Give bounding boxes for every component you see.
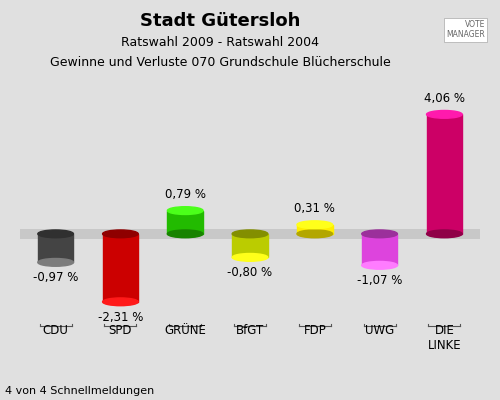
Ellipse shape <box>362 230 398 238</box>
Text: 0,79 %: 0,79 % <box>164 188 205 201</box>
Text: 4,06 %: 4,06 % <box>424 92 465 105</box>
Ellipse shape <box>38 230 74 238</box>
Bar <box>20 228 480 239</box>
Ellipse shape <box>232 230 268 238</box>
Ellipse shape <box>426 110 462 118</box>
Text: VOTE
MANAGER: VOTE MANAGER <box>446 20 485 39</box>
Bar <box>168 210 203 234</box>
Text: Gewinne und Verluste 070 Grundschule Blücherschule: Gewinne und Verluste 070 Grundschule Blü… <box>50 56 390 69</box>
Ellipse shape <box>232 254 268 261</box>
Bar <box>297 225 332 234</box>
Ellipse shape <box>168 207 203 214</box>
Text: DIE
LINKE: DIE LINKE <box>428 324 461 352</box>
Text: BfGT: BfGT <box>236 324 264 336</box>
Ellipse shape <box>168 230 203 238</box>
Text: SPD: SPD <box>108 324 132 336</box>
Bar <box>232 234 268 257</box>
Bar <box>38 234 74 262</box>
Bar <box>362 234 398 265</box>
Text: 0,31 %: 0,31 % <box>294 202 335 215</box>
Text: CDU: CDU <box>42 324 68 336</box>
Text: -0,80 %: -0,80 % <box>228 266 272 279</box>
Bar <box>426 114 462 234</box>
Ellipse shape <box>102 230 138 238</box>
Ellipse shape <box>426 230 462 238</box>
Text: 4 von 4 Schnellmeldungen: 4 von 4 Schnellmeldungen <box>5 386 154 396</box>
Text: FDP: FDP <box>304 324 326 336</box>
Text: Ratswahl 2009 - Ratswahl 2004: Ratswahl 2009 - Ratswahl 2004 <box>121 36 319 49</box>
Ellipse shape <box>362 262 398 269</box>
Text: UWG: UWG <box>365 324 394 336</box>
Text: -1,07 %: -1,07 % <box>357 274 403 287</box>
Bar <box>102 234 138 302</box>
Text: GRÜNE: GRÜNE <box>164 324 206 336</box>
Ellipse shape <box>102 298 138 306</box>
Ellipse shape <box>297 230 332 238</box>
Ellipse shape <box>38 258 74 266</box>
Text: Stadt Gütersloh: Stadt Gütersloh <box>140 12 300 30</box>
Ellipse shape <box>297 221 332 229</box>
Text: -0,97 %: -0,97 % <box>33 271 78 284</box>
Text: -2,31 %: -2,31 % <box>98 311 143 324</box>
